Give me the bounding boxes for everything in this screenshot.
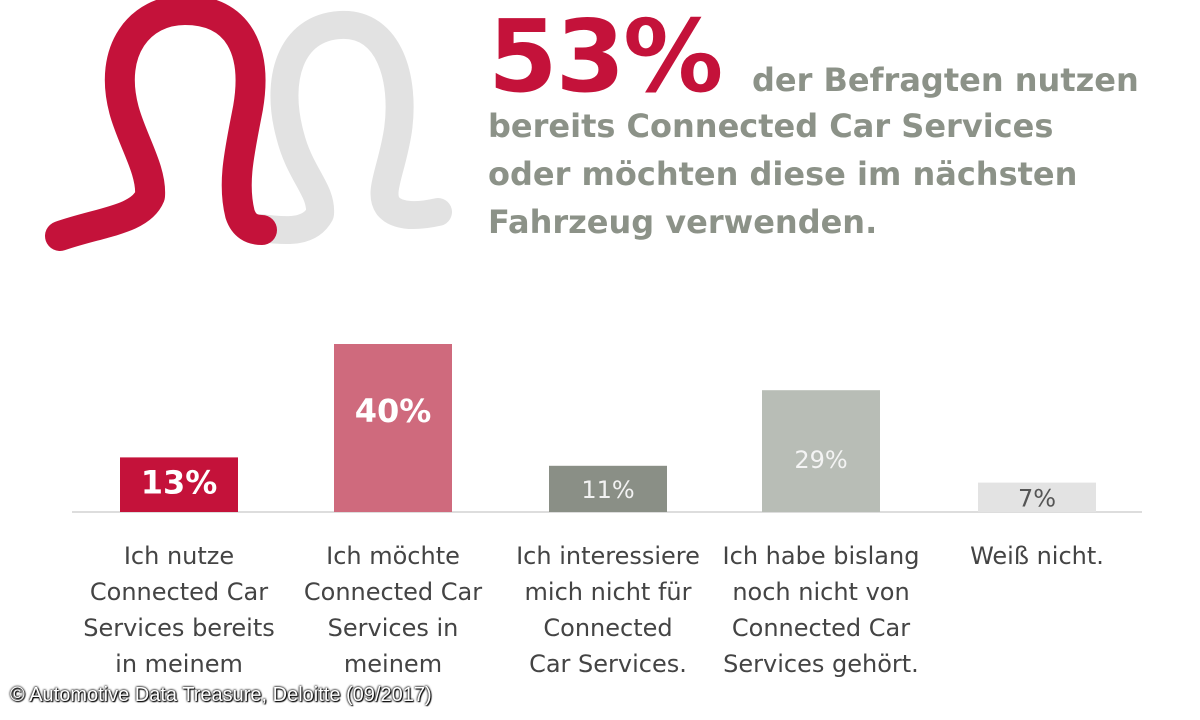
headline-percent: 53% — [488, 0, 723, 115]
red-person-icon — [45, 0, 277, 251]
bar-value-label-1: 13% — [141, 464, 218, 502]
category-label-line: in meinem — [115, 650, 243, 678]
category-label-line: mich nicht für — [524, 578, 692, 606]
source-credit: © Automotive Data Treasure, Deloitte (09… — [10, 684, 432, 706]
category-label-line: Ich möchte — [326, 542, 460, 570]
category-label-line: Connected Car — [89, 578, 269, 606]
bar-value-label-5: 7% — [1018, 484, 1056, 512]
headline-line-2: bereits Connected Car Services — [488, 107, 1054, 145]
gray-person-icon — [246, 10, 452, 245]
category-label-line: Services bereits — [83, 614, 275, 642]
category-label-3: Ich interessiere mich nicht für Connected C… — [508, 538, 708, 682]
category-label-1: Ich nutze Connected Car Services bereits in… — [79, 538, 279, 682]
bar-4 — [762, 390, 880, 512]
bar-3 — [549, 465, 667, 512]
category-label-5: Weiß nicht. — [937, 538, 1137, 574]
category-label-line: Connected Car — [731, 614, 911, 642]
bar-chart: 13% 40% 11% 29% 7% — [72, 344, 1142, 513]
bar-2 — [334, 344, 452, 512]
category-label-line: Weiß nicht. — [970, 542, 1104, 570]
category-label-line: Connected Car — [303, 578, 483, 606]
bar-1 — [120, 457, 238, 512]
category-label-line: noch nicht von — [732, 578, 910, 606]
bar-group: 13% 40% 11% 29% 7% — [120, 344, 1096, 512]
category-label-line: Ich interessiere — [516, 542, 700, 570]
category-label-4: Ich habe bislang noch nicht von Connected … — [721, 538, 921, 682]
bar-value-label-4: 29% — [794, 446, 847, 474]
headline-line-1: der Befragten nutzen — [752, 61, 1139, 99]
category-label-2: Ich möchte Connected Car Services in meinem — [293, 538, 493, 682]
category-label-line: Connected — [543, 614, 673, 642]
bottom-crop — [0, 680, 1200, 720]
bar-5 — [978, 482, 1096, 512]
category-label-line: Services gehört. — [723, 650, 919, 678]
headline-line-3: oder möchten diese im nächsten — [488, 155, 1078, 193]
category-label-line: Ich habe bislang — [722, 542, 920, 570]
category-label-line: meinem — [343, 650, 443, 678]
category-label-line: Ich nutze — [123, 542, 235, 570]
bar-value-label-3: 11% — [581, 476, 634, 504]
people-icon — [45, 0, 452, 251]
category-label-line: Services in — [327, 614, 459, 642]
bar-value-label-2: 40% — [355, 392, 432, 430]
headline-line-4: Fahrzeug verwenden. — [488, 203, 878, 241]
category-label-line: Car Services. — [529, 650, 687, 678]
